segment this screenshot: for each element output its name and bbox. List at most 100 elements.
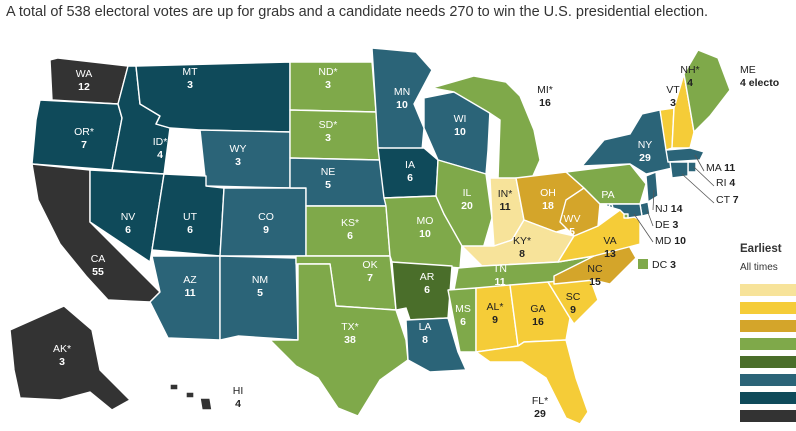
legend-swatch bbox=[740, 320, 796, 332]
state-label-mi: MI* 16 bbox=[537, 84, 553, 109]
state-ak bbox=[9, 305, 131, 411]
state-votes-ar: 6 bbox=[424, 284, 430, 296]
state-abbrev-wi: WI bbox=[454, 113, 467, 125]
state-abbrev-ak: AK* bbox=[53, 343, 71, 355]
state-label-ar: AR 6 bbox=[420, 271, 435, 296]
leader-ma bbox=[694, 154, 705, 172]
state-abbrev-ky: KY* bbox=[513, 235, 531, 247]
state-abbrev-ia: IA bbox=[405, 159, 415, 171]
state-abbrev-co: CO bbox=[258, 211, 274, 223]
state-abbrev-wa: WA bbox=[76, 68, 93, 80]
state-label-tx: TX* 38 bbox=[341, 321, 359, 346]
state-md bbox=[599, 203, 643, 219]
state-label-wi: WI 10 bbox=[454, 113, 467, 138]
state-abbrev-in: IN* bbox=[498, 188, 513, 200]
state-nh bbox=[671, 73, 695, 149]
state-abbrev-sd: SD* bbox=[319, 119, 338, 131]
state-votes-la: 8 bbox=[422, 334, 428, 346]
legend-swatch bbox=[740, 302, 796, 314]
state-votes-sc: 9 bbox=[570, 304, 576, 316]
state-votes-mi: 16 bbox=[539, 97, 551, 109]
callout-leaders bbox=[633, 154, 715, 243]
callout-label-ri: RI 4 bbox=[716, 177, 735, 189]
state-nm bbox=[219, 255, 299, 341]
state-hi bbox=[169, 383, 213, 411]
state-nv bbox=[89, 169, 165, 263]
state-votes-me: 4 electo bbox=[740, 77, 779, 89]
state-abbrev-oh: OH bbox=[540, 187, 556, 199]
state-label-ny: NY 29 bbox=[638, 139, 653, 164]
state-abbrev-ga: GA bbox=[530, 303, 545, 315]
state-label-la: LA 8 bbox=[419, 321, 432, 346]
state-abbrev-me: ME bbox=[740, 64, 756, 76]
state-mt bbox=[135, 61, 291, 133]
callout-label-ct: CT 7 bbox=[716, 194, 739, 206]
state-abbrev-nd: ND* bbox=[318, 66, 337, 78]
state-wy bbox=[199, 129, 291, 189]
state-label-az: AZ 11 bbox=[183, 274, 197, 299]
state-abbrev-ks: KS* bbox=[341, 217, 359, 229]
callout-label-dc: DC 3 bbox=[652, 259, 676, 271]
state-abbrev-tx: TX* bbox=[341, 321, 359, 333]
state-abbrev-ca: CA bbox=[91, 253, 106, 265]
state-abbrev-fl: FL* bbox=[532, 395, 548, 407]
state-label-ks: KS* 6 bbox=[341, 217, 359, 242]
state-abbrev-wy: WY bbox=[230, 143, 247, 155]
legend-swatch bbox=[740, 410, 796, 422]
state-votes-mt: 3 bbox=[187, 79, 193, 91]
state-label-wy: WY 3 bbox=[230, 143, 247, 168]
state-label-co: CO 9 bbox=[258, 211, 274, 236]
state-votes-mo: 10 bbox=[419, 228, 431, 240]
state-label-ca: CA 55 bbox=[91, 253, 106, 278]
state-votes-vt: 3 bbox=[670, 97, 676, 109]
state-label-nh: NH* 4 bbox=[680, 64, 699, 89]
state-votes-nv: 6 bbox=[125, 224, 131, 236]
state-abbrev-nm: NM bbox=[252, 274, 268, 286]
leader-ct bbox=[681, 173, 715, 204]
state-label-al: AL* 9 bbox=[487, 301, 504, 326]
state-abbrev-la: LA bbox=[419, 321, 432, 333]
state-votes-in: 11 bbox=[499, 201, 510, 213]
state-votes-tn: 11 bbox=[494, 276, 505, 288]
state-abbrev-sc: SC bbox=[566, 291, 581, 303]
state-votes-ia: 6 bbox=[407, 172, 413, 184]
state-abbrev-ne: NE bbox=[321, 166, 336, 178]
state-votes-ks: 6 bbox=[347, 230, 353, 242]
state-votes-ut: 6 bbox=[187, 224, 193, 236]
state-label-ok: OK 7 bbox=[362, 259, 377, 284]
state-votes-ok: 7 bbox=[367, 272, 373, 284]
state-abbrev-ny: NY bbox=[638, 139, 653, 151]
state-votes-nd: 3 bbox=[325, 79, 331, 91]
state-label-nm: NM 5 bbox=[252, 274, 268, 299]
state-votes-wv: 5 bbox=[569, 226, 575, 238]
dc-swatch bbox=[638, 259, 648, 269]
state-mi bbox=[431, 75, 541, 181]
state-label-nv: NV 6 bbox=[121, 211, 136, 236]
state-label-mn: MN 10 bbox=[394, 86, 410, 111]
leader-ri bbox=[693, 166, 715, 187]
state-abbrev-vt: VT bbox=[666, 84, 680, 96]
state-label-fl: FL* 29 bbox=[532, 395, 548, 420]
state-nj bbox=[645, 171, 659, 203]
state-ct bbox=[669, 161, 689, 179]
state-votes-id: 4 bbox=[157, 149, 163, 161]
state-votes-wy: 3 bbox=[235, 156, 241, 168]
state-label-ky: KY* 8 bbox=[513, 235, 531, 260]
state-abbrev-ok: OK bbox=[362, 259, 377, 271]
legend-swatch bbox=[740, 392, 796, 404]
legend: Earliest All times bbox=[740, 243, 796, 422]
state-abbrev-mn: MN bbox=[394, 86, 410, 98]
state-abbrev-nc: NC bbox=[587, 263, 603, 275]
state-votes-va: 13 bbox=[604, 248, 616, 260]
state-label-ut: UT 6 bbox=[183, 211, 198, 236]
state-label-mo: MO 10 bbox=[417, 215, 434, 240]
state-label-ak: AK* 3 bbox=[53, 343, 71, 368]
state-abbrev-or: OR* bbox=[74, 126, 94, 138]
state-votes-az: 11 bbox=[184, 287, 195, 299]
state-votes-ny: 29 bbox=[639, 152, 651, 164]
legend-swatch bbox=[740, 284, 796, 296]
state-abbrev-pa: PA bbox=[601, 189, 614, 201]
state-abbrev-tn: TN bbox=[493, 263, 507, 275]
state-votes-ga: 16 bbox=[532, 316, 544, 328]
state-votes-ms: 6 bbox=[460, 316, 466, 328]
